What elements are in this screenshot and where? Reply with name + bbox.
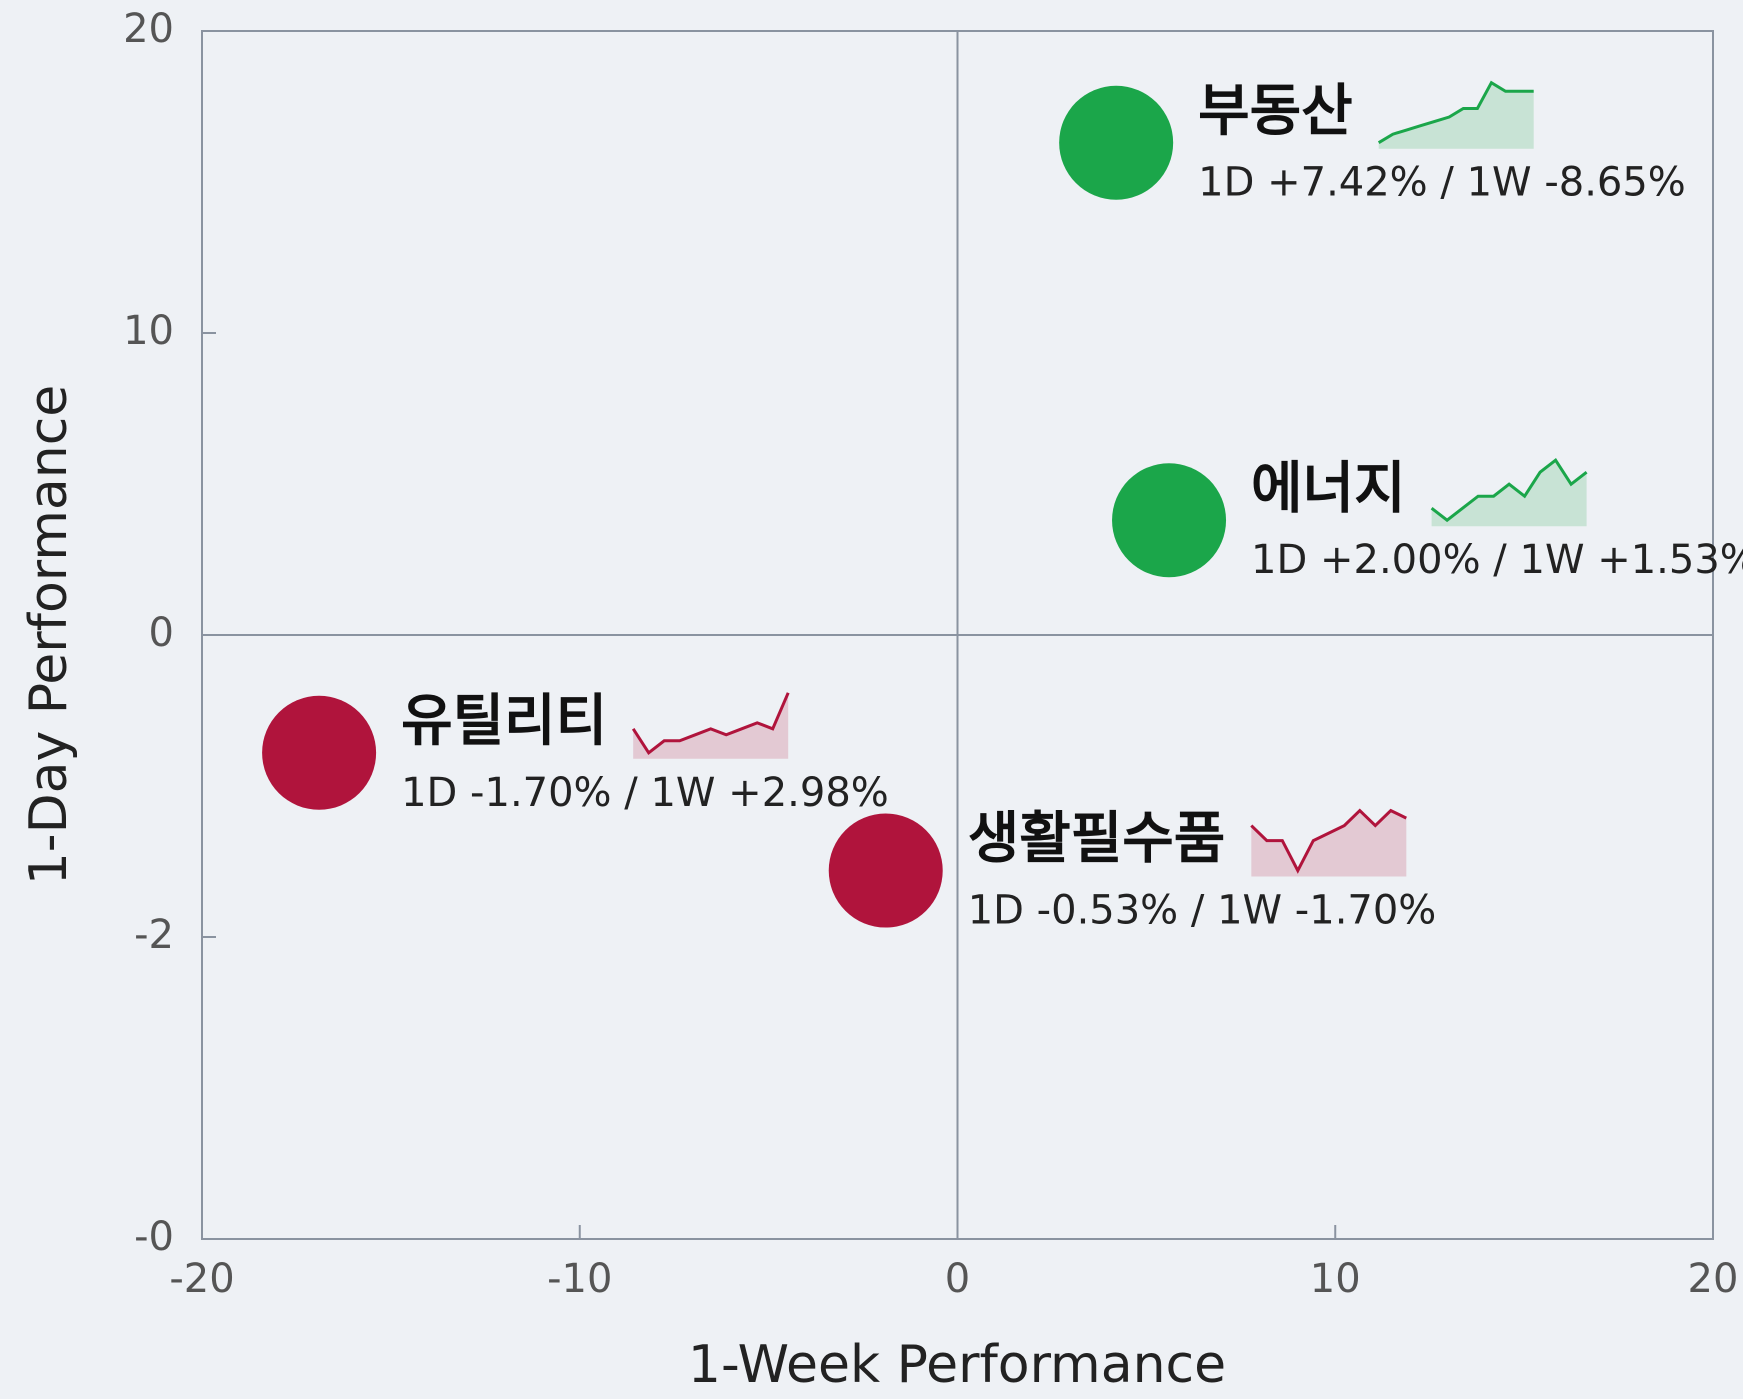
bubble [1112,463,1227,578]
point-name: 생활필수품 [968,807,1226,872]
x-tick-label: 20 [1688,1256,1739,1302]
y-tick-label: -0 [134,1214,174,1260]
sparkline-area [1431,460,1587,527]
point-name: 부동산 [1198,79,1353,144]
bubble [1059,85,1174,200]
y-tick-label: 0 [149,610,174,656]
sparkline [1377,80,1534,144]
y-axis-title: 1-Day Performance [19,385,79,886]
x-tick-label: -10 [547,1256,612,1302]
sparkline [631,692,790,755]
point-name: 에너지 [1251,456,1406,521]
sparkline [1430,458,1588,523]
x-axis-title: 1-Week Performance [688,1335,1226,1395]
x-tick-label: -20 [169,1256,234,1302]
sparkline-area [1378,82,1534,149]
x-tick-label: 10 [1310,1256,1361,1302]
bubble [828,813,943,928]
point-detail: 1D -1.70% / 1W +2.98% [401,770,889,816]
y-tick-label: 20 [123,6,174,52]
sparkline [1250,808,1407,874]
bubble [262,695,377,810]
y-tick-label: 10 [123,308,174,354]
point-detail: 1D +2.00% / 1W +1.53% [1251,537,1743,583]
x-tick-label: 0 [945,1256,970,1302]
sparkline-area [1251,810,1407,877]
point-name: 유틸리티 [401,689,607,754]
point-detail: 1D +7.42% / 1W -8.65% [1198,160,1686,206]
point-detail: 1D -0.53% / 1W -1.70% [968,888,1437,934]
y-tick-label: -2 [134,912,174,958]
